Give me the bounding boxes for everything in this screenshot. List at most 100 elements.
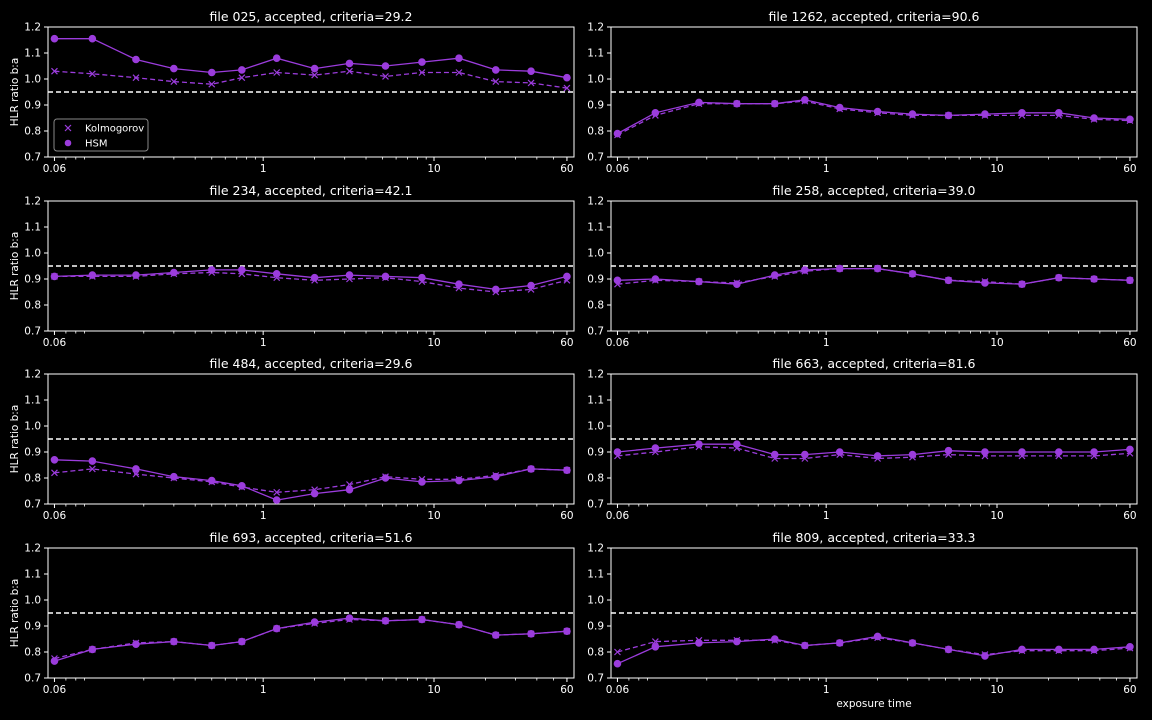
data-point [695,98,703,107]
data-point [273,488,281,496]
data-point [981,652,989,660]
data-point [563,272,571,281]
series-hsm [50,266,571,294]
chart-panel-6: file 693, accepted, criteria=51.6 0.7 0.8 0… [9,530,575,696]
data-point [835,448,844,456]
y-tick-label: 1.0 [587,595,604,607]
chart-panel-0: file 025, accepted, criteria=29.2 0.7 0.8 0… [9,9,575,175]
chart-title: file 809, accepted, criteria=33.3 [773,530,976,545]
data-point [345,59,354,68]
data-point [455,476,463,485]
data-point [310,64,319,73]
chart-title: file 234, accepted, criteria=42.1 [210,183,413,198]
data-point [908,270,917,278]
y-tick-label: 1.2 [24,543,41,555]
y-axis-label: HLR ratio b:a [9,58,21,127]
y-tick-label: 0.7 [587,673,604,685]
series-line [54,468,567,493]
y-tick-label: 1.2 [587,369,604,381]
data-point [345,271,354,279]
data-point [273,69,281,76]
data-point [613,129,622,138]
data-point [132,74,140,82]
data-point [310,618,319,626]
data-point [310,489,319,498]
y-tick-label: 0.9 [24,621,41,633]
data-point [492,78,500,86]
x-tick-label: 1 [823,684,830,696]
data-point [455,69,463,76]
y-tick-label: 1.2 [24,196,41,208]
data-point [835,264,844,273]
data-point [944,645,953,654]
data-point [1018,645,1026,654]
y-tick-label: 1.1 [587,222,604,234]
series-hsm [613,96,1134,138]
data-point [170,78,178,86]
y-tick-label: 0.8 [587,473,604,485]
legend-box [53,118,149,152]
data-point [733,440,741,449]
data-point [1126,445,1134,454]
series-hsm [613,264,1134,289]
y-tick-label: 1.2 [587,196,604,208]
data-point [272,54,281,63]
data-point [873,264,882,273]
x-tick-label: 0.06 [606,163,630,175]
data-point [563,84,571,92]
y-tick-label: 0.9 [587,447,604,459]
legend-entry-label: HSM [85,139,108,150]
data-point [170,637,178,646]
data-point [170,268,178,277]
x-tick-label: 10 [990,684,1003,696]
x-tick-label: 0.06 [606,337,630,349]
data-point [88,457,97,465]
chart-panel-2: file 234, accepted, criteria=42.1 0.7 0.8 0… [9,183,575,349]
y-tick-label: 0.7 [24,673,41,685]
data-point [695,277,703,286]
data-point [1054,448,1063,456]
data-point [873,452,882,460]
y-axis-label: HLR ratio b:a [9,405,21,474]
x-tick-label: 1 [260,337,267,349]
chart-panel-1: file 1262, accepted, criteria=90.6 0.7 0.8… [587,9,1138,175]
data-point [908,639,917,647]
data-point [563,73,571,82]
data-point [207,641,216,650]
x-tick-label: 60 [560,337,573,349]
chart-panel-7: file 809, accepted, criteria=33.3 0.7 0.8 0… [587,530,1138,710]
data-point [272,496,281,504]
legend: Kolmogorov HSM [53,118,149,152]
x-tick-label: 0.06 [606,684,630,696]
data-point [563,627,571,636]
data-point [491,472,500,481]
data-point [733,280,741,289]
data-point [944,446,953,455]
data-point [1018,109,1026,117]
y-tick-label: 1.0 [24,595,41,607]
data-point [1090,114,1098,122]
data-point [801,450,809,459]
y-tick-label: 0.8 [587,300,604,312]
y-tick-label: 0.8 [24,647,41,659]
data-point [345,485,354,494]
data-point [207,266,216,274]
chart-title: file 693, accepted, criteria=51.6 [210,530,413,545]
data-point [563,466,571,475]
data-point [272,270,281,278]
x-tick-label: 1 [260,684,267,696]
data-point [418,58,426,66]
series-hsm [50,34,571,82]
y-tick-label: 1.2 [587,22,604,34]
data-point [272,624,281,633]
y-tick-label: 0.7 [587,152,604,164]
y-tick-label: 1.0 [24,74,41,86]
data-point [613,276,622,285]
chart-panel-3: file 258, accepted, criteria=39.0 0.7 0.8 0… [587,183,1138,349]
data-point [50,272,59,281]
y-tick-label: 1.0 [587,248,604,260]
data-point [381,474,390,482]
data-point [873,107,882,116]
data-point [527,630,535,638]
x-tick-label: 0.06 [43,510,67,522]
